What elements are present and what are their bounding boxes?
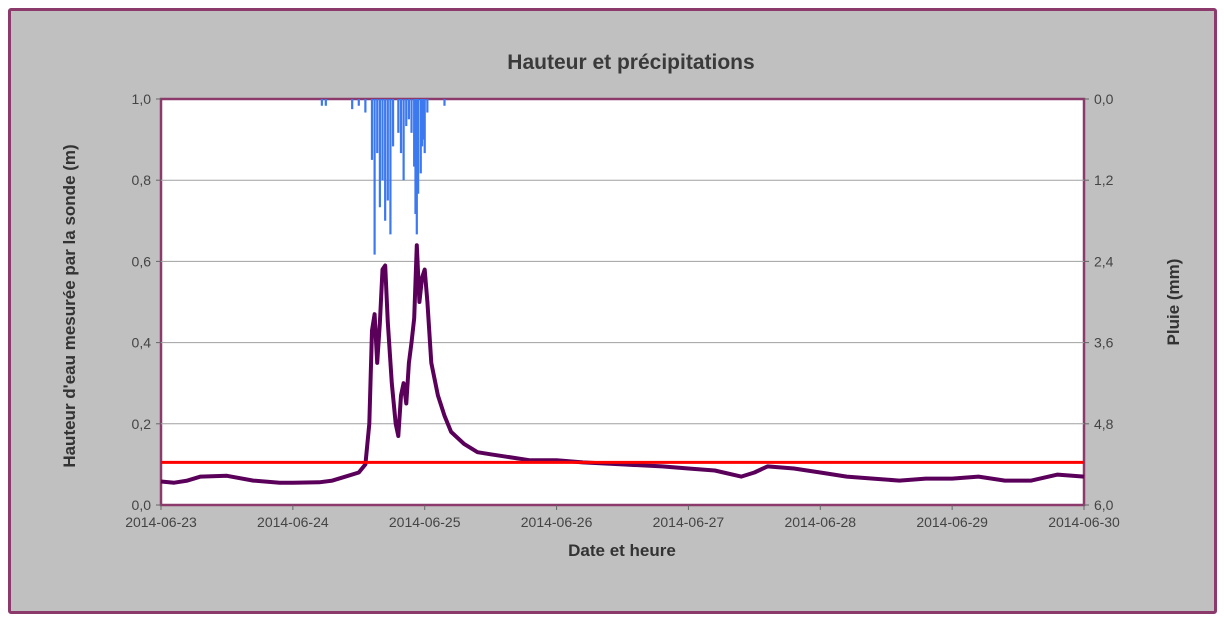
x-tick-label: 2014-06-23	[125, 514, 197, 530]
grid-lines	[161, 179, 1084, 425]
chart-title: Hauteur et précipitations	[507, 51, 754, 74]
x-tick-label: 2014-06-24	[257, 514, 329, 530]
y-tick-label: 0,8	[132, 172, 152, 188]
y2-axis-title: Pluie (mm)	[1164, 259, 1183, 346]
y-tick-label: 0,2	[132, 416, 152, 432]
x-tick-label: 2014-06-28	[784, 514, 856, 530]
y2-tick-label: 3,6	[1094, 335, 1114, 351]
chart-frame: 0,0 0,2 0,4 0,6 0,8 1,0 0,0 1,2 2,4 3,6 4,8 6,0 2014…	[8, 8, 1217, 614]
x-tick-label: 2014-06-25	[389, 514, 461, 530]
y-tick-label: 0,0	[132, 497, 152, 513]
y2-tick-label: 1,2	[1094, 172, 1114, 188]
y2-tick-label: 0,0	[1094, 91, 1114, 107]
y-tick-label: 0,4	[132, 335, 152, 351]
x-axis-title: Date et heure	[568, 541, 676, 560]
y2-tick-label: 2,4	[1094, 253, 1114, 269]
height-series	[160, 243, 1085, 485]
height-line	[160, 243, 1085, 485]
y2-tick-label: 4,8	[1094, 416, 1114, 432]
chart-svg: 0,00,20,40,60,81,0 0,01,22,43,64,86,02014…	[60, 51, 1183, 560]
rain-series	[320, 99, 446, 255]
x-tick-label: 2014-06-29	[916, 514, 988, 530]
y-axis-title: Hauteur d'eau mesurée par la sonde (m)	[60, 144, 79, 467]
y-tick-label: 0,6	[132, 253, 152, 269]
x-tick-label: 2014-06-26	[521, 514, 593, 530]
plot-area	[159, 97, 1086, 507]
x-tick-label: 2014-06-27	[653, 514, 725, 530]
y2-tick-label: 6,0	[1094, 497, 1114, 513]
x-tick-label: 2014-06-30	[1048, 514, 1120, 530]
y-tick-label: 1,0	[132, 91, 152, 107]
axes: 0,00,20,40,60,81,0 0,01,22,43,64,86,02014…	[125, 91, 1120, 530]
